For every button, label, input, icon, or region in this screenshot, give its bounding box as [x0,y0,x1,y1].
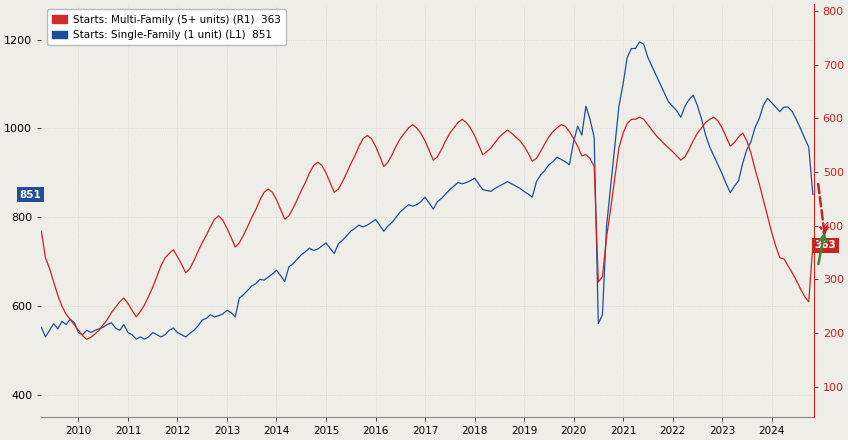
Legend: Starts: Multi-Family (5+ units) (R1)  363, Starts: Single-Family (1 unit) (L1)  : Starts: Multi-Family (5+ units) (R1) 363… [47,9,286,45]
Text: 363: 363 [815,240,836,250]
Text: 851: 851 [20,190,42,199]
